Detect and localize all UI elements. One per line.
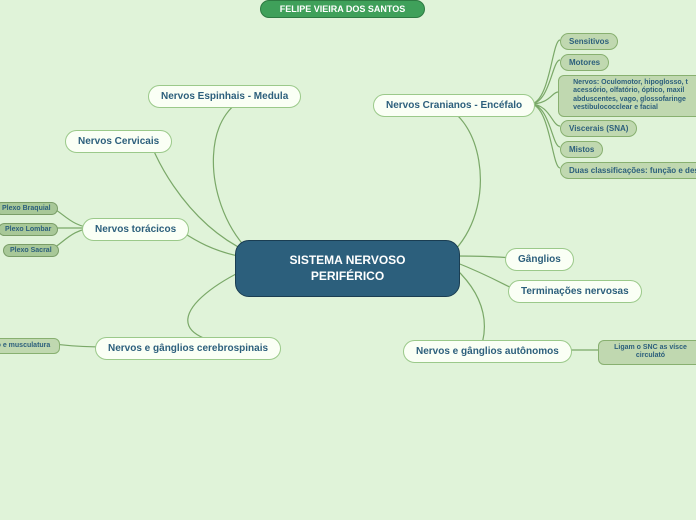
node-plexo-lombar[interactable]: Plexo Lombar	[0, 223, 58, 236]
node-toracicos-label: Nervos torácicos	[95, 224, 176, 235]
node-mistos[interactable]: Mistos	[560, 141, 603, 158]
plexo-lombar-label: Plexo Lombar	[5, 226, 51, 233]
node-nervos-desc: Nervos: Oculomotor, hipoglosso, tacessór…	[558, 75, 696, 117]
center-label: SISTEMA NERVOSOPERIFÉRICO	[289, 253, 405, 284]
node-cranianos[interactable]: Nervos Cranianos - Encéfalo	[373, 94, 535, 117]
sensitivos-label: Sensitivos	[569, 37, 609, 46]
node-cervicais-label: Nervos Cervicais	[78, 136, 159, 147]
node-ganglios[interactable]: Gânglios	[505, 248, 574, 271]
node-autonomos[interactable]: Nervos e gânglios autônomos	[403, 340, 572, 363]
nervos-desc-label: Nervos: Oculomotor, hipoglosso, tacessór…	[573, 79, 688, 113]
node-ganglios-label: Gânglios	[518, 254, 561, 265]
node-classificacoes[interactable]: Duas classificações: função e desen	[560, 162, 696, 179]
center-node: SISTEMA NERVOSOPERIFÉRICO	[235, 240, 460, 297]
node-motores[interactable]: Motores	[560, 54, 609, 71]
node-plexo-braquial[interactable]: Plexo Braquial	[0, 202, 58, 215]
node-cervicais[interactable]: Nervos Cervicais	[65, 130, 172, 153]
node-cerebrospinais-label: Nervos e gânglios cerebrospinais	[108, 343, 268, 354]
author-label: FELIPE VIEIRA DOS SANTOS	[280, 4, 406, 14]
plexo-sacral-label: Plexo Sacral	[10, 247, 52, 254]
node-espinhais[interactable]: Nervos Espinhais - Medula	[148, 85, 301, 108]
cerebrospinais-desc-label: lo e musculatura	[0, 342, 50, 350]
viscerais-label: Viscerais (SNA)	[569, 124, 628, 133]
motores-label: Motores	[569, 58, 600, 67]
classificacoes-label: Duas classificações: função e desen	[569, 166, 696, 175]
node-autonomos-desc: Ligam o SNC as víscecirculató	[598, 340, 696, 365]
node-toracicos[interactable]: Nervos torácicos	[82, 218, 189, 241]
node-cerebrospinais[interactable]: Nervos e gânglios cerebrospinais	[95, 337, 281, 360]
author-header: FELIPE VIEIRA DOS SANTOS	[260, 0, 425, 18]
node-plexo-sacral[interactable]: Plexo Sacral	[3, 244, 59, 257]
node-espinhais-label: Nervos Espinhais - Medula	[161, 91, 288, 102]
plexo-braquial-label: Plexo Braquial	[2, 205, 51, 212]
node-terminacoes[interactable]: Terminações nervosas	[508, 280, 642, 303]
node-cranianos-label: Nervos Cranianos - Encéfalo	[386, 100, 522, 111]
node-cerebrospinais-desc: lo e musculatura	[0, 338, 60, 354]
node-autonomos-label: Nervos e gânglios autônomos	[416, 346, 559, 357]
node-sensitivos[interactable]: Sensitivos	[560, 33, 618, 50]
node-viscerais[interactable]: Viscerais (SNA)	[560, 120, 637, 137]
autonomos-desc-label: Ligam o SNC as víscecirculató	[614, 344, 687, 361]
node-terminacoes-label: Terminações nervosas	[521, 286, 629, 297]
mistos-label: Mistos	[569, 145, 594, 154]
